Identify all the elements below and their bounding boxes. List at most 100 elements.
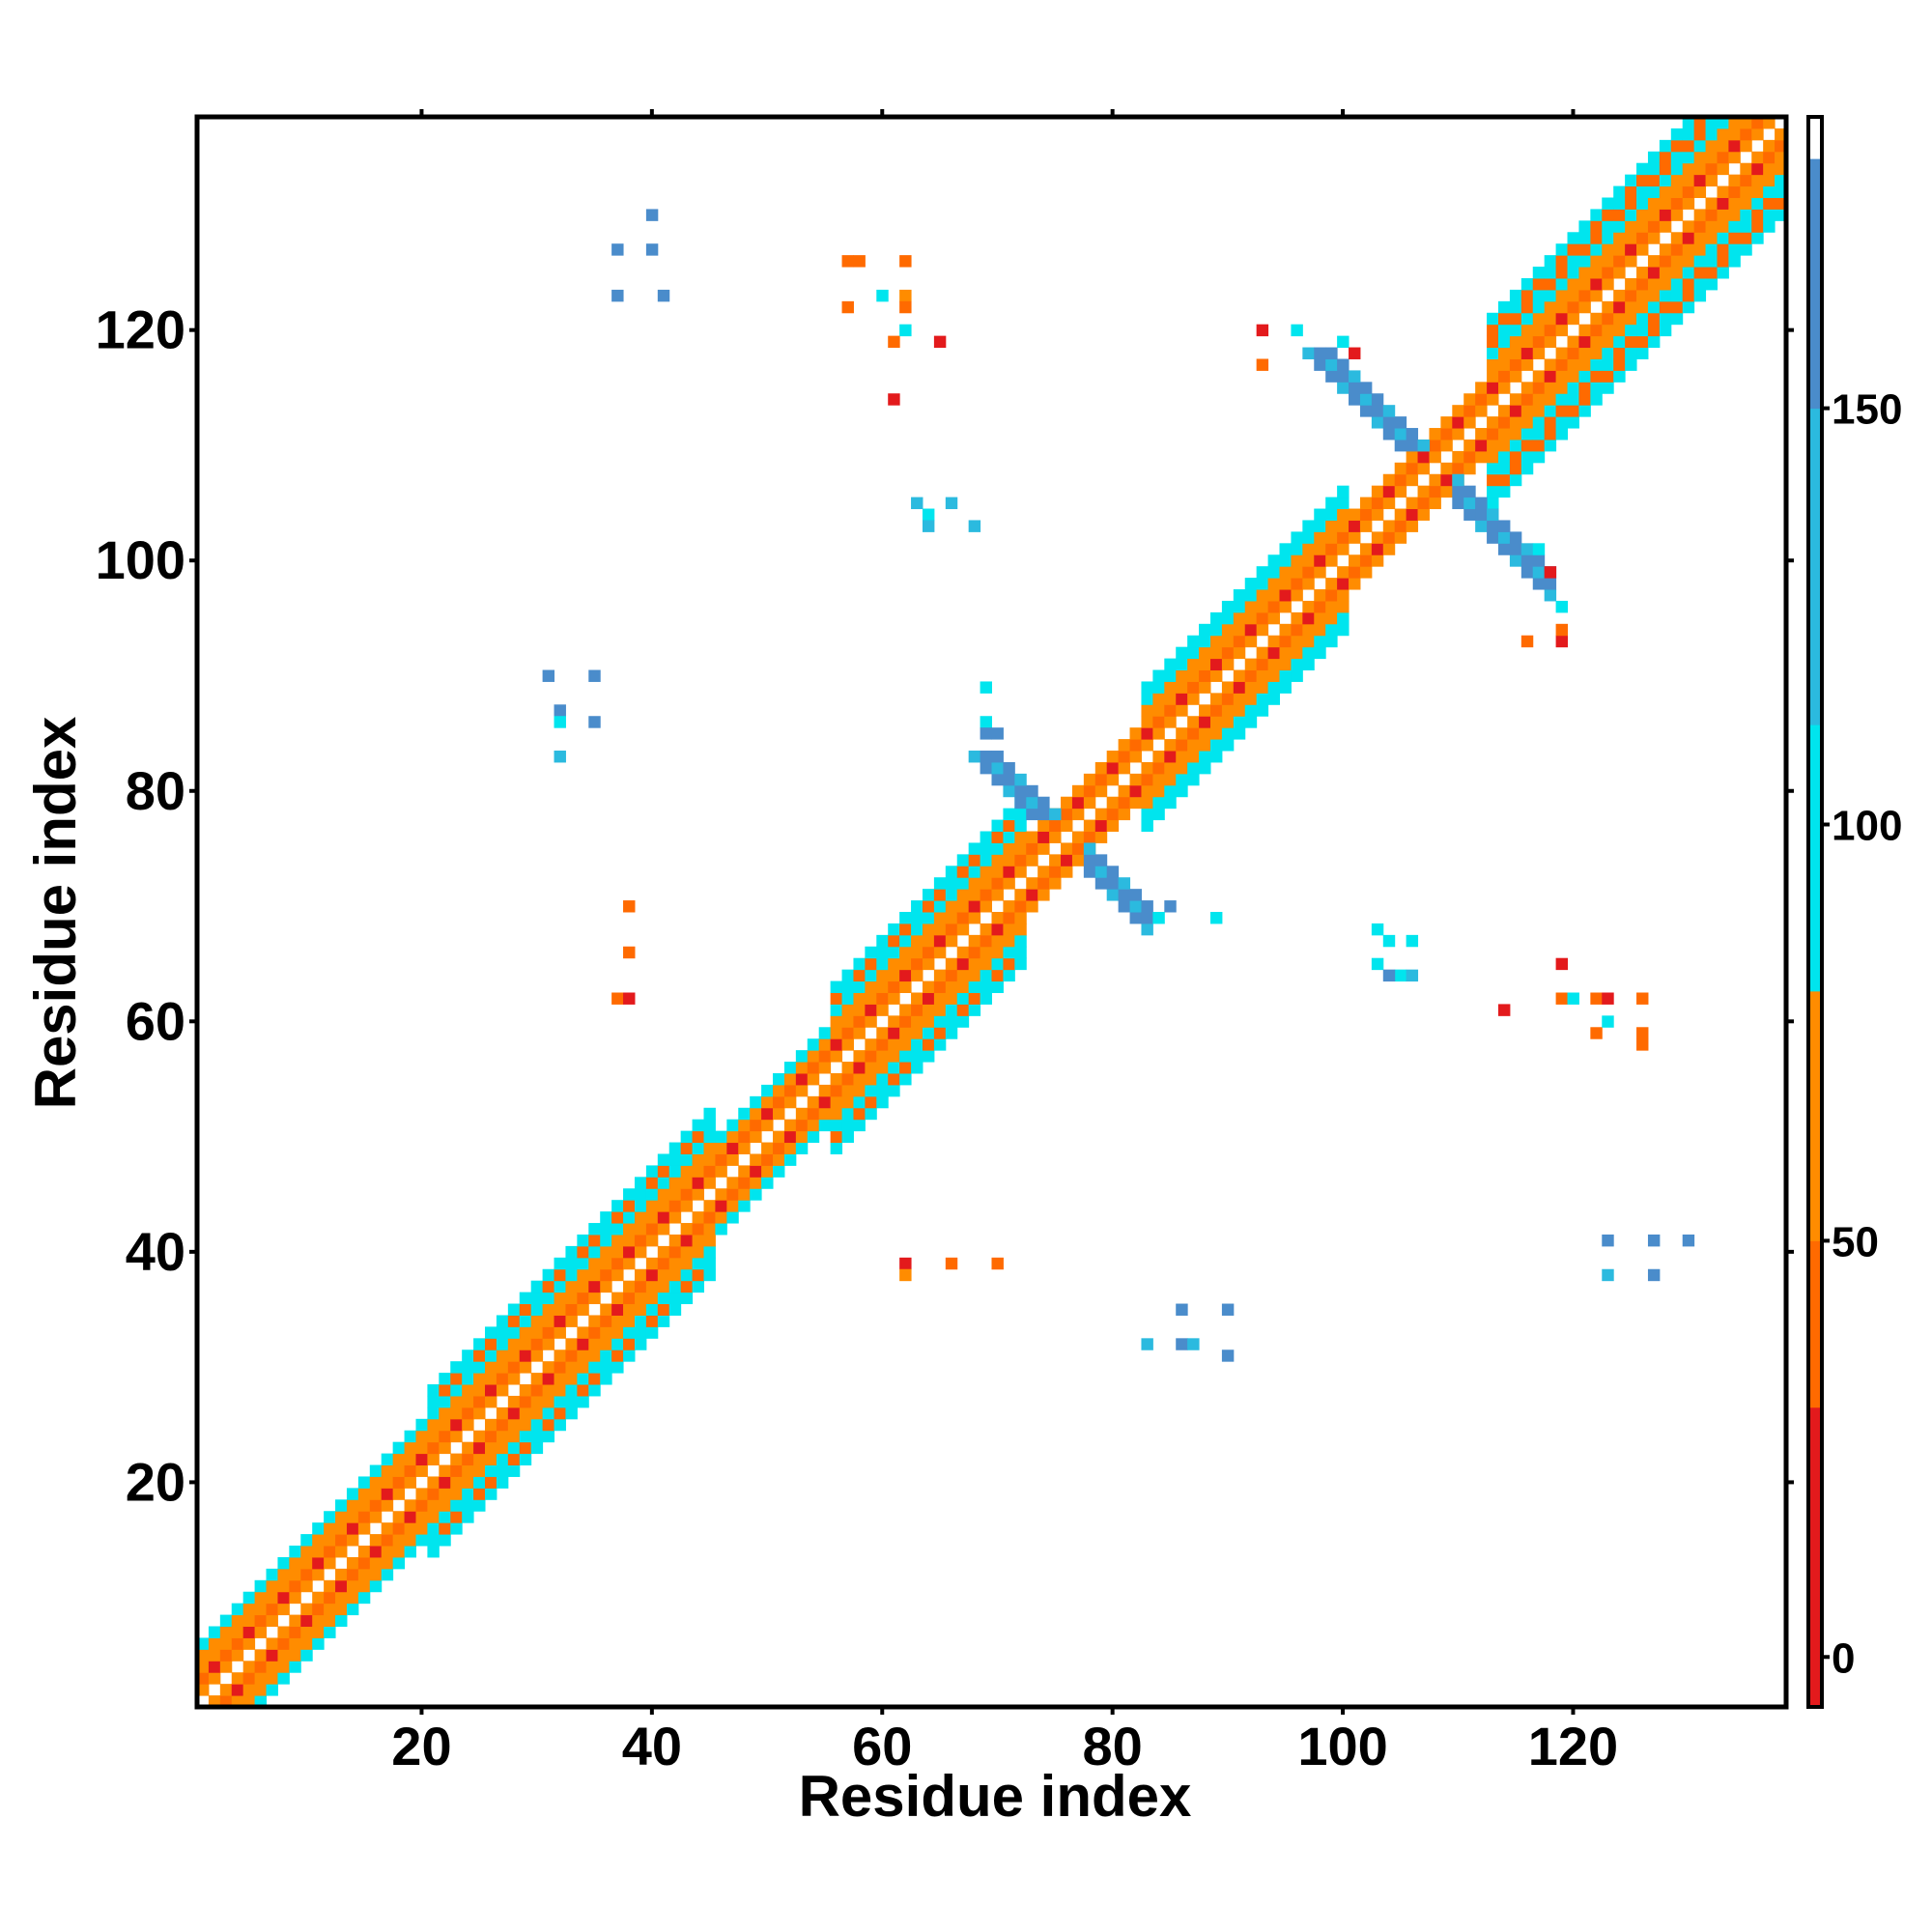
heatmap-cell bbox=[1555, 267, 1569, 279]
heatmap-cell bbox=[1497, 416, 1511, 429]
heatmap-cell bbox=[600, 1361, 612, 1374]
heatmap-cell bbox=[415, 1453, 428, 1466]
heatmap-cell bbox=[1567, 405, 1579, 417]
heatmap-cell bbox=[1693, 220, 1707, 233]
heatmap-cell bbox=[1026, 831, 1038, 843]
heatmap-cell bbox=[519, 1430, 532, 1443]
heatmap-cell bbox=[1106, 889, 1120, 901]
heatmap-cell bbox=[761, 1165, 774, 1178]
heatmap-cell bbox=[1613, 197, 1626, 210]
heatmap-cell bbox=[1233, 693, 1246, 705]
heatmap-cell bbox=[496, 1476, 509, 1489]
heatmap-cell bbox=[530, 1406, 544, 1420]
heatmap-cell bbox=[554, 1268, 566, 1282]
heatmap-cell bbox=[726, 1177, 739, 1189]
heatmap-cell bbox=[219, 1649, 233, 1662]
heatmap-cell bbox=[876, 1062, 889, 1074]
heatmap-cell bbox=[519, 1395, 532, 1408]
y-tick-label: 60 bbox=[126, 990, 185, 1051]
heatmap-cell bbox=[1602, 255, 1614, 268]
heatmap-cell bbox=[1740, 243, 1752, 256]
heatmap-cell bbox=[1567, 312, 1579, 326]
heatmap-cell bbox=[1509, 531, 1522, 544]
heatmap-cell bbox=[1659, 312, 1672, 326]
heatmap-cell bbox=[899, 1015, 912, 1028]
heatmap-cell bbox=[876, 1084, 889, 1097]
heatmap-cell bbox=[818, 1038, 832, 1051]
colorbar-tick-label: 0 bbox=[1832, 1634, 1855, 1682]
heatmap-cell bbox=[611, 1245, 624, 1259]
heatmap-cell bbox=[507, 1373, 521, 1385]
heatmap-cell bbox=[692, 1142, 704, 1154]
heatmap-cell bbox=[1244, 669, 1258, 682]
heatmap-cell bbox=[427, 1395, 440, 1408]
heatmap-cell bbox=[715, 1142, 727, 1154]
heatmap-cell bbox=[1440, 462, 1453, 475]
heatmap-cell bbox=[1532, 347, 1546, 359]
heatmap-cell bbox=[519, 1292, 532, 1305]
heatmap-cell bbox=[1406, 473, 1419, 487]
heatmap-cell bbox=[1555, 635, 1569, 648]
heatmap-cell bbox=[1118, 761, 1131, 775]
heatmap-cell bbox=[1164, 704, 1177, 717]
heatmap-cell bbox=[219, 1626, 233, 1638]
heatmap-cell bbox=[773, 1130, 785, 1144]
heatmap-cell bbox=[1233, 716, 1246, 728]
heatmap-cell bbox=[1532, 277, 1546, 291]
heatmap-cell bbox=[565, 1280, 578, 1293]
heatmap-cell bbox=[1682, 128, 1695, 141]
heatmap-cell bbox=[565, 1373, 578, 1385]
heatmap-cell bbox=[1417, 450, 1430, 464]
heatmap-cell bbox=[1487, 439, 1499, 452]
heatmap-cell bbox=[554, 751, 566, 763]
heatmap-cell bbox=[324, 1579, 336, 1593]
heatmap-cell bbox=[865, 992, 877, 1005]
heatmap-cell bbox=[1555, 393, 1569, 406]
heatmap-cell bbox=[266, 1649, 278, 1662]
heatmap-cell bbox=[888, 992, 900, 1005]
heatmap-cell bbox=[1244, 600, 1258, 613]
heatmap-cell bbox=[1429, 439, 1441, 452]
heatmap-cell bbox=[242, 1603, 256, 1616]
heatmap-cell bbox=[1325, 347, 1338, 359]
heatmap-cell bbox=[980, 727, 992, 740]
heatmap-cell bbox=[738, 1165, 751, 1178]
heatmap-cell bbox=[335, 1534, 348, 1547]
heatmap-cell bbox=[312, 1546, 325, 1558]
heatmap-cell bbox=[1244, 681, 1258, 694]
heatmap-cell bbox=[1728, 139, 1741, 153]
heatmap-cell bbox=[1544, 277, 1557, 291]
heatmap-cell bbox=[1209, 727, 1223, 740]
heatmap-cell bbox=[1209, 646, 1223, 660]
heatmap-cell bbox=[208, 1649, 221, 1662]
heatmap-cell bbox=[1061, 854, 1073, 867]
heatmap-cell bbox=[645, 1165, 659, 1178]
heatmap-cell bbox=[324, 1556, 336, 1570]
heatmap-cell bbox=[462, 1406, 474, 1420]
heatmap-cell bbox=[1141, 761, 1153, 775]
heatmap-cell bbox=[1325, 358, 1338, 371]
heatmap-cell bbox=[1659, 209, 1672, 221]
heatmap-cell bbox=[888, 393, 900, 406]
heatmap-cell bbox=[1775, 139, 1787, 153]
heatmap-cell bbox=[623, 900, 636, 913]
heatmap-cell bbox=[611, 1234, 624, 1247]
heatmap-cell bbox=[1717, 267, 1729, 279]
heatmap-cell bbox=[588, 669, 601, 682]
heatmap-cell bbox=[703, 1268, 716, 1282]
heatmap-cell bbox=[554, 1350, 566, 1362]
heatmap-cell bbox=[1199, 727, 1211, 740]
heatmap-cell bbox=[668, 1153, 682, 1166]
heatmap-cell bbox=[645, 1326, 659, 1339]
heatmap-cell bbox=[542, 1418, 555, 1432]
heatmap-cell bbox=[623, 1292, 636, 1305]
heatmap-cell bbox=[899, 1268, 912, 1282]
heatmap-cell bbox=[1740, 139, 1752, 153]
heatmap-cell bbox=[841, 980, 854, 993]
heatmap-cell bbox=[1670, 300, 1684, 314]
heatmap-cell bbox=[1394, 462, 1407, 475]
heatmap-cell bbox=[1728, 220, 1741, 233]
heatmap-cell bbox=[991, 751, 1004, 763]
heatmap-cell bbox=[715, 1211, 727, 1224]
heatmap-cell bbox=[1509, 335, 1522, 349]
